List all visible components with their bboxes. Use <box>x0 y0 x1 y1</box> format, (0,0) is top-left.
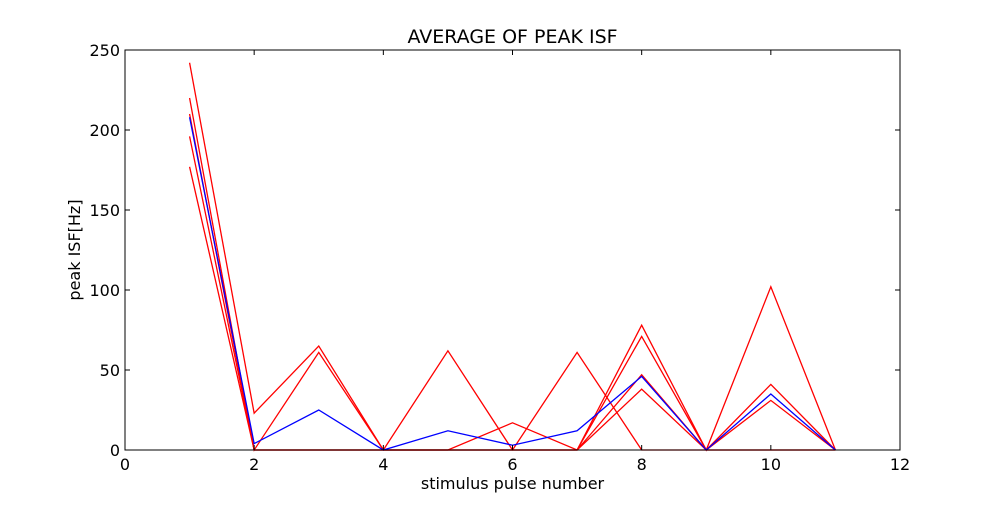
y-tick-label: 150 <box>89 201 120 220</box>
series-line-3 <box>188 113 836 451</box>
y-tick-label: 100 <box>89 281 120 300</box>
series-layer <box>188 62 837 452</box>
series-line-4 <box>188 136 836 451</box>
ticks-layer: 0 2 4 6 8 10 12 0 50 100 150 200 250 <box>89 41 910 474</box>
y-axis-label: peak ISF[Hz] <box>65 199 84 300</box>
series-line-2 <box>188 97 836 452</box>
y-tick-label: 250 <box>89 41 120 60</box>
x-tick-label: 0 <box>120 455 130 474</box>
x-tick-label: 10 <box>761 455 781 474</box>
x-tick-label: 8 <box>637 455 647 474</box>
y-tick-label: 50 <box>100 361 120 380</box>
x-tick-label: 12 <box>890 455 910 474</box>
chart-title: AVERAGE OF PEAK ISF <box>407 26 617 48</box>
series-line-1 <box>188 62 837 452</box>
x-tick-label: 2 <box>249 455 259 474</box>
series-line-5 <box>188 166 836 451</box>
x-tick-label: 4 <box>378 455 388 474</box>
y-tick-label: 200 <box>89 121 120 140</box>
x-axis-label: stimulus pulse number <box>421 474 605 493</box>
y-tick-label: 0 <box>110 441 120 460</box>
plot-frame <box>124 49 901 451</box>
x-tick-label: 6 <box>507 455 517 474</box>
